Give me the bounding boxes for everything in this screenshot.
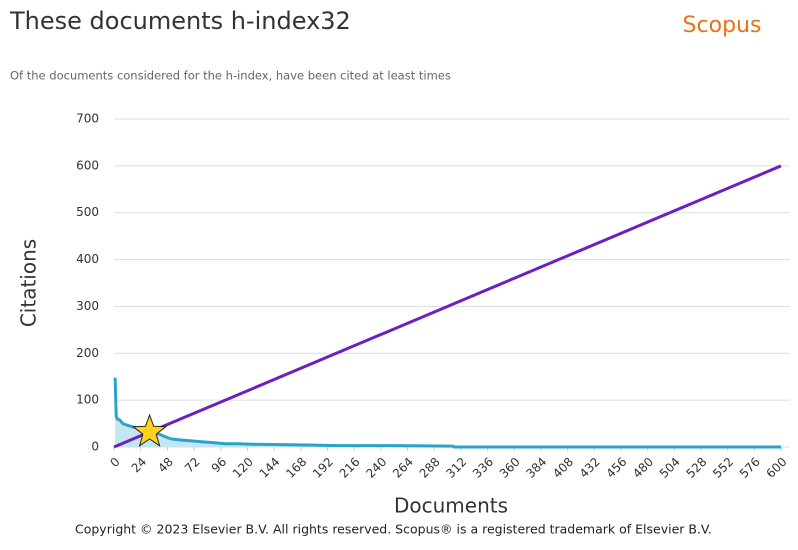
area-fill	[115, 377, 781, 447]
series-line	[113, 164, 782, 449]
x-tick-label: 360	[497, 455, 523, 481]
x-tick-label: 432	[577, 455, 603, 481]
y-axis-label: Citations	[17, 239, 41, 327]
x-tick-label: 72	[182, 455, 203, 476]
x-tick-label: 576	[737, 455, 763, 481]
x-tick-label: 528	[683, 455, 709, 481]
x-axis-label: Documents	[394, 494, 508, 518]
x-tick-label: 216	[337, 455, 363, 481]
x-tick-label: 144	[257, 455, 283, 481]
chart-subtitle: Of the documents considered for the h-in…	[10, 69, 451, 83]
series-line	[113, 377, 781, 449]
x-tick-label: 168	[283, 455, 309, 481]
y-tick-label: 600	[76, 158, 99, 172]
y-tick-label: 500	[76, 205, 99, 219]
chart-title: These documents h-index32	[9, 7, 351, 35]
x-tick-label: 456	[603, 455, 629, 481]
x-tick-label: 288	[417, 455, 443, 481]
x-tick-label: 384	[523, 455, 549, 481]
x-tick-label: 600	[763, 455, 789, 481]
x-tick-label: 48	[155, 455, 176, 476]
x-tick-label: 264	[390, 455, 416, 481]
x-tick-label: 336	[470, 455, 496, 481]
x-tick-label: 480	[630, 455, 656, 481]
x-tick-label: 96	[209, 455, 230, 476]
x-tick-label: 240	[363, 455, 389, 481]
brand-logo: Scopus	[683, 13, 762, 38]
x-tick-label: 312	[443, 455, 469, 481]
y-tick-label: 100	[76, 393, 99, 407]
x-tick-label: 408	[550, 455, 576, 481]
y-tick-label: 400	[76, 252, 99, 266]
x-tick-label: 504	[657, 455, 683, 481]
y-tick-label: 0	[91, 440, 99, 454]
y-tick-label: 700	[76, 112, 99, 126]
y-tick-label: 200	[76, 346, 99, 360]
x-tick-label: 192	[310, 455, 336, 481]
x-tick-label: 120	[230, 455, 256, 481]
x-tick-label: 0	[107, 455, 122, 470]
h-index-star	[132, 413, 168, 447]
x-tick-label: 552	[710, 455, 736, 481]
x-tick-label: 24	[129, 455, 150, 476]
footer: Copyright © 2023 Elsevier B.V. All right…	[75, 522, 712, 537]
y-tick-label: 300	[76, 299, 99, 313]
